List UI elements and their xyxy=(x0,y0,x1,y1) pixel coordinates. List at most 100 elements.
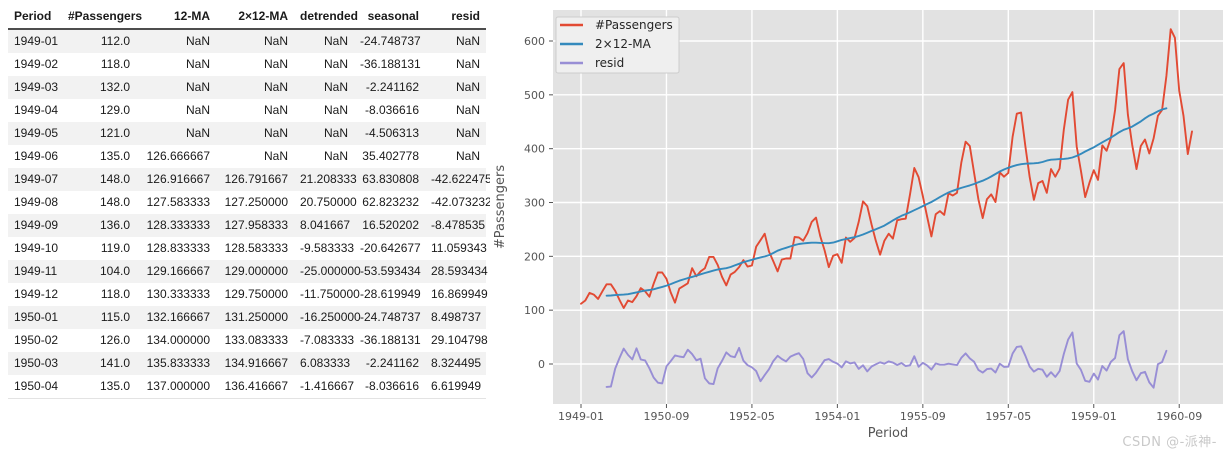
table-cell: -1.416667 xyxy=(294,375,354,399)
table-cell: NaN xyxy=(455,126,480,140)
table-cell: -8.036616 xyxy=(354,375,425,399)
table-cell: NaN xyxy=(455,103,480,117)
table-cell: NaN xyxy=(323,103,348,117)
legend-box xyxy=(555,16,680,74)
table-cell: 6.619949 xyxy=(425,375,486,399)
table-cell: 126.666667 xyxy=(146,149,210,163)
table-cell: 1949-04 xyxy=(14,103,59,117)
table-cell: NaN xyxy=(263,57,288,71)
table-cell: 128.833333 xyxy=(146,241,210,255)
y-tick-label: 300 xyxy=(524,197,545,210)
y-axis-label: #Passengers xyxy=(493,165,508,249)
table-cell: -20.642677 xyxy=(360,241,421,255)
gridlines xyxy=(553,10,1223,404)
table-cell: NaN xyxy=(263,80,288,94)
table-cell: 1949-05 xyxy=(14,126,59,140)
table-cell: 118.0 xyxy=(100,57,130,71)
table-cell: -36.188131 xyxy=(360,57,421,71)
table-cell: 104.0 xyxy=(99,264,130,278)
table-cell: NaN xyxy=(263,126,288,140)
table-cell: NaN xyxy=(185,34,210,48)
table-row: 1949-04 129.0 NaN NaN NaN -8.036616 NaN xyxy=(8,99,486,122)
table-cell: 136.0 xyxy=(99,218,130,232)
table-row: 1949-12 118.0 130.333333 129.750000 -11.7500… xyxy=(8,283,488,306)
table-cell: -25.000000 xyxy=(300,264,361,278)
table-cell: -4.506313 xyxy=(364,126,419,140)
table-cell: 133.083333 xyxy=(224,333,288,347)
table-cell: NaN xyxy=(185,57,210,71)
table-cell: 128.333333 xyxy=(146,218,210,232)
table-cell: 135.833333 xyxy=(146,356,210,370)
table-cell: 141.0 xyxy=(99,356,130,370)
trend-line xyxy=(605,107,1168,297)
table-header: Period #Passengers 12-MA 2×12-MA detrended se… xyxy=(8,4,486,30)
table-cell: 127.250000 xyxy=(224,195,288,209)
table-cell: 1949-11 xyxy=(14,264,58,278)
x-tick-label: 1960-09 xyxy=(1156,410,1202,423)
table-cell: 16.520202 xyxy=(362,218,419,232)
table-cell: NaN xyxy=(263,103,288,117)
table-cell: 1949-12 xyxy=(14,287,59,301)
table-cell: -24.748737 xyxy=(360,310,421,324)
table-cell: -2.241162 xyxy=(365,80,419,94)
legend-label: resid xyxy=(595,56,624,70)
table-cell: 129.166667 xyxy=(146,264,210,278)
column-header: seasonal xyxy=(354,4,425,30)
table-cell: 126.0 xyxy=(99,333,130,347)
table-row: 1949-09 136.0 128.333333 127.958333 8.041667… xyxy=(8,214,486,237)
table-cell: -42.622475 xyxy=(431,172,492,186)
table-cell: -8.036616 xyxy=(364,103,419,117)
legend: #Passengers 2×12-MA resid xyxy=(555,16,680,74)
table-cell: 16.869949 xyxy=(431,287,488,301)
table-cell: -28.619949 xyxy=(360,287,421,301)
table-cell: 130.333333 xyxy=(146,287,210,301)
csdn-watermark: CSDN @-派神- xyxy=(1122,435,1217,450)
table-cell: -8.478535 xyxy=(431,218,486,232)
table-cell: 8.041667 xyxy=(300,218,351,232)
table-row: 1950-02 126.0 134.000000 133.083333 -7.08333… xyxy=(8,329,488,352)
y-tick-label: 200 xyxy=(524,250,545,263)
table-cell: 8.324495 xyxy=(431,356,482,370)
x-axis-label: Period xyxy=(868,426,909,441)
table-cell: 8.498737 xyxy=(431,310,482,324)
table-cell: NaN xyxy=(455,80,480,94)
table-cell: -11.750000 xyxy=(300,287,360,301)
table-cell: 1949-07 xyxy=(14,172,59,186)
table-cell: 131.250000 xyxy=(224,310,288,324)
table-cell: 129.750000 xyxy=(224,287,288,301)
table-row: 1949-10 119.0 128.833333 128.583333 -9.58333… xyxy=(8,237,487,260)
table-cell: 1949-08 xyxy=(14,195,59,209)
table-row: 1949-06 135.0 126.666667 NaN NaN 35.402778 NaN xyxy=(8,145,486,168)
table-row: 1949-05 121.0 NaN NaN NaN -4.506313 NaN xyxy=(8,122,486,145)
x-tick-label: 1955-09 xyxy=(900,410,946,423)
column-header: resid xyxy=(425,4,486,30)
table-cell: 118.0 xyxy=(100,287,130,301)
table-row: 1949-11 104.0 129.166667 129.000000 -25.0000… xyxy=(8,260,488,283)
x-tick-label: 1959-01 xyxy=(1071,410,1117,423)
table-row: 1950-04 135.0 137.000000 136.416667 -1.41666… xyxy=(8,375,486,399)
table-cell: NaN xyxy=(185,80,210,94)
table-cell: NaN xyxy=(455,34,480,48)
table-cell: NaN xyxy=(323,80,348,94)
table-cell: 1949-02 xyxy=(14,57,59,71)
x-tick-label: 1954-01 xyxy=(814,410,860,423)
table-cell: 129.000000 xyxy=(224,264,288,278)
table-cell: 134.000000 xyxy=(146,333,210,347)
legend-label: #Passengers xyxy=(595,18,673,32)
table-cell: -53.593434 xyxy=(360,264,421,278)
table-cell: 20.750000 xyxy=(300,195,357,209)
table-cell: -9.583333 xyxy=(300,241,355,255)
y-tick-label: 100 xyxy=(524,304,545,317)
table-cell: 112.0 xyxy=(100,34,130,48)
table-cell: -36.188131 xyxy=(360,333,421,347)
table-header-row: Period #Passengers 12-MA 2×12-MA detrended se… xyxy=(8,4,486,30)
table-cell: 129.0 xyxy=(99,103,130,117)
legend-label: 2×12-MA xyxy=(595,37,652,51)
column-header: 2×12-MA xyxy=(216,4,294,30)
table-cell: 1950-04 xyxy=(8,375,62,399)
table-cell: NaN xyxy=(263,34,288,48)
table-cell: 21.208333 xyxy=(300,172,357,186)
table-cell: 126.916667 xyxy=(146,172,210,186)
column-header: 12-MA xyxy=(136,4,216,30)
